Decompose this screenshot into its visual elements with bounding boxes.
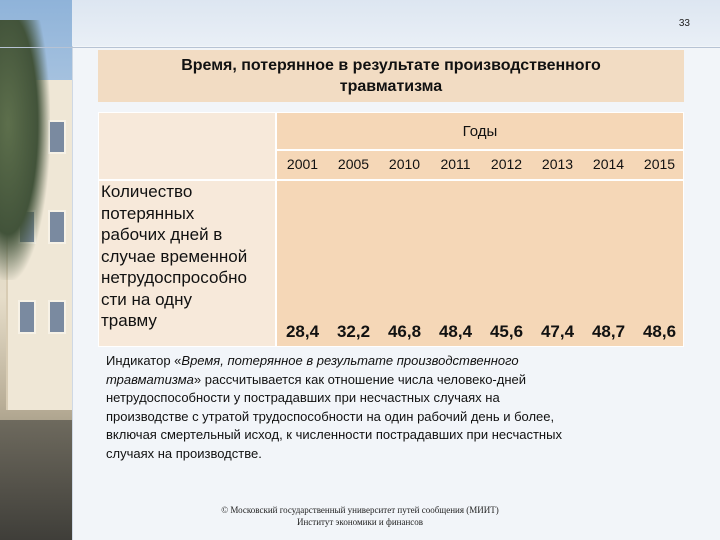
description-text: Индикатор « bbox=[106, 353, 182, 368]
title-line: Время, потерянное в результате производс… bbox=[181, 57, 601, 74]
row-label-line: травму bbox=[101, 311, 157, 330]
year-header: 2012 bbox=[490, 156, 523, 172]
header-divider bbox=[0, 47, 720, 48]
years-header: Годы bbox=[276, 112, 684, 150]
value-2010: 46,8 bbox=[387, 322, 422, 341]
description-line: травматизма» рассчитывается как отношени… bbox=[106, 371, 686, 390]
value-2001: 28,4 bbox=[285, 322, 320, 341]
years-row: 2001 2005 2010 2011 2012 2013 2014 2015 bbox=[276, 150, 684, 180]
description-line: случаях на производстве. bbox=[106, 445, 262, 461]
footer-institute: Институт экономики и финансов bbox=[296, 517, 424, 527]
footer-copyright: © Московский государственный университет… bbox=[221, 505, 499, 515]
window bbox=[48, 210, 66, 244]
indicator-name: Время, потерянное в результате производс… bbox=[181, 353, 519, 368]
tree bbox=[0, 20, 50, 280]
description-line: включая смертельный исход, к численности… bbox=[106, 427, 562, 443]
value-2014: 48,7 bbox=[591, 322, 626, 341]
window bbox=[18, 300, 36, 334]
slide-header-bar bbox=[72, 0, 720, 46]
values-cell: 28,4 32,2 46,8 48,4 45,6 47,4 48,7 48,6 bbox=[276, 180, 684, 347]
window bbox=[48, 300, 66, 334]
description-line: нетрудоспособности у пострадавших при не… bbox=[106, 390, 500, 406]
value-2015: 48,6 bbox=[642, 322, 677, 341]
indicator-description: Индикатор «Время, потерянное в результат… bbox=[106, 352, 686, 464]
value-2012: 45,6 bbox=[489, 322, 524, 341]
slide-title-box: Время, потерянное в результате производс… bbox=[98, 50, 684, 102]
year-header: 2005 bbox=[337, 156, 370, 172]
row-label-cell: Количество потерянных рабочих дней в слу… bbox=[98, 180, 276, 347]
year-header: 2011 bbox=[440, 156, 471, 172]
value-2013: 47,4 bbox=[540, 322, 575, 341]
row-label-line: рабочих дней в bbox=[101, 225, 223, 244]
description-text: » рассчитывается как отношение числа чел… bbox=[193, 371, 527, 387]
indicator-name: травматизма bbox=[106, 371, 194, 387]
year-header: 2001 bbox=[286, 156, 319, 172]
data-table: Годы 2001 2005 2010 2011 2012 2013 2014 … bbox=[98, 112, 684, 347]
row-label-line: Количество bbox=[101, 182, 193, 201]
description-line: Индикатор «Время, потерянное в результат… bbox=[106, 352, 686, 371]
value-2005: 32,2 bbox=[336, 322, 371, 341]
row-label-line: сти на одну bbox=[101, 289, 192, 309]
value-2011: 48,4 bbox=[438, 322, 473, 341]
table-corner-cell bbox=[98, 112, 276, 180]
title-line: травматизма bbox=[339, 78, 443, 95]
row-label-line: нетрудоспрособно bbox=[101, 268, 247, 287]
year-header: 2013 bbox=[541, 156, 574, 172]
window bbox=[48, 120, 66, 154]
year-header: 2015 bbox=[643, 156, 676, 172]
footer: © Московский государственный университет… bbox=[150, 504, 570, 528]
slide-number: 33 bbox=[678, 18, 690, 29]
year-header: 2010 bbox=[388, 156, 421, 172]
year-header: 2014 bbox=[592, 156, 625, 172]
description-line: производстве с утратой трудоспособности … bbox=[106, 408, 555, 424]
row-label-line: потерянных bbox=[101, 203, 195, 223]
slide-title: Время, потерянное в результате производс… bbox=[121, 55, 661, 97]
row-label-line: случае временной bbox=[101, 246, 248, 266]
